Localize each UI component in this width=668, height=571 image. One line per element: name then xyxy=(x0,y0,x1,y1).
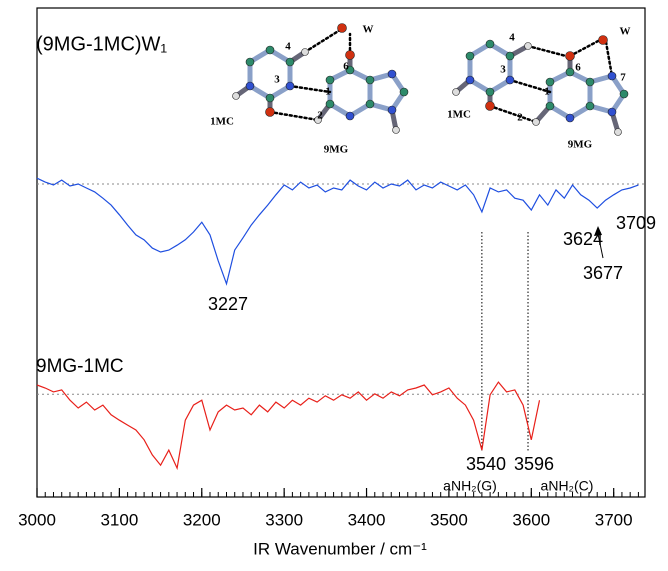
x-tick-label: 3400 xyxy=(348,510,386,529)
structure-label: 9MG xyxy=(324,144,349,156)
annotation: 3540 xyxy=(466,454,506,474)
structure-label: 2 xyxy=(317,110,323,122)
page: IR Wavenumber / cm⁻¹ xyxy=(0,0,668,571)
x-tick-label: 3200 xyxy=(183,510,221,529)
structure-label: 1 xyxy=(325,86,331,98)
annotation: 3596 xyxy=(514,454,554,474)
annotation: aNH₂(G) xyxy=(443,478,497,494)
x-tick-label: 3500 xyxy=(430,510,468,529)
structure-label: 1MC xyxy=(210,116,234,128)
x-tick-label: 3300 xyxy=(265,510,303,529)
chart: IR Wavenumber / cm⁻¹ xyxy=(0,0,668,566)
structure-label: 6 xyxy=(575,62,581,74)
x-tick-label: 3100 xyxy=(100,510,138,529)
structure-label: 1MC xyxy=(447,109,471,121)
structure-2 xyxy=(453,36,629,136)
structure-label: 6 xyxy=(343,61,349,73)
structure-label: W xyxy=(363,24,374,36)
annotation: aNH₂(C) xyxy=(541,478,594,494)
structure-label: 4 xyxy=(285,41,291,53)
x-tick-label: 3000 xyxy=(18,510,56,529)
series-label: (9MG-1MC)W₁ xyxy=(36,33,167,55)
structure-label: 2 xyxy=(517,112,523,124)
spectrum-line xyxy=(37,178,638,284)
annotation: 3227 xyxy=(208,294,248,314)
structure-label: 4 xyxy=(509,32,515,44)
x-tick-label: 3600 xyxy=(512,510,550,529)
structure-label: 1 xyxy=(544,86,550,98)
structure-label: 9MG xyxy=(568,139,593,151)
structure-label: 7 xyxy=(620,72,626,84)
structure-label: 3 xyxy=(500,64,506,76)
series-label: 9MG-1MC xyxy=(36,356,124,377)
annotation: 3677 xyxy=(583,263,623,283)
spectrum-line xyxy=(37,382,540,468)
structure-label: W xyxy=(620,26,631,38)
annotation: 3709 xyxy=(616,213,656,233)
x-tick-label: 3700 xyxy=(595,510,633,529)
structure-label: 3 xyxy=(274,74,280,86)
x-axis-label: IR Wavenumber / cm⁻¹ xyxy=(253,539,427,558)
